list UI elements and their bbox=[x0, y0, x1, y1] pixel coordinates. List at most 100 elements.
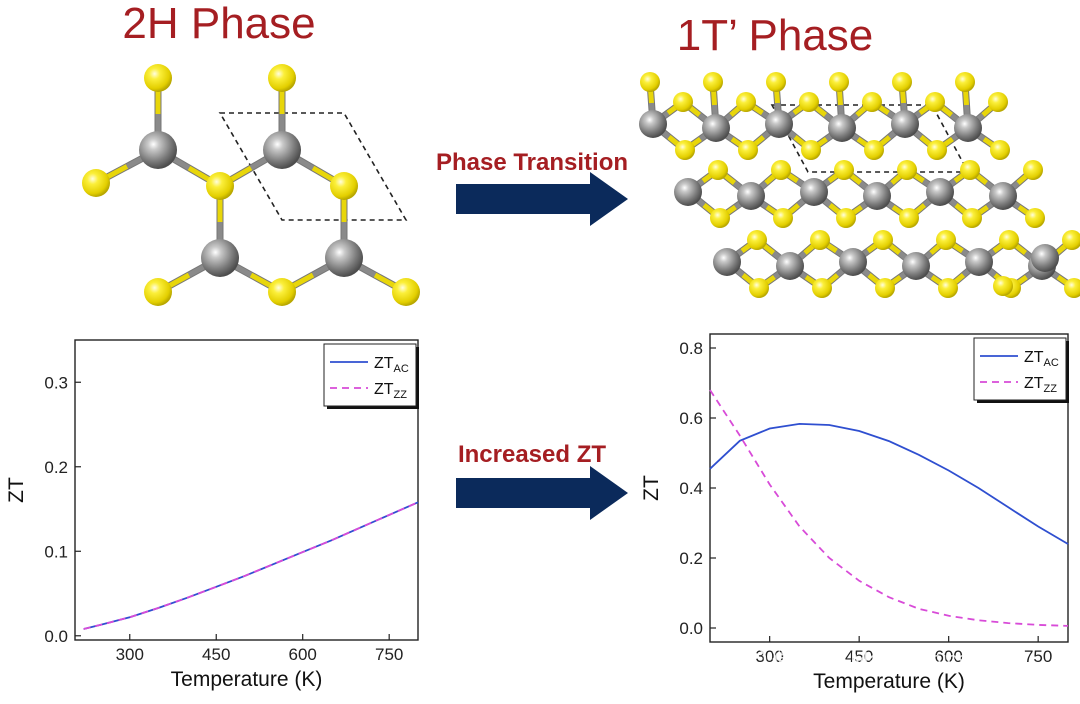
metal-atom bbox=[325, 239, 363, 277]
chalcogen-atom bbox=[1025, 208, 1045, 228]
chart-2h-zt: 0.0 0.1 0.2 0.3 300 450 600 750 Temperature (K) Z… bbox=[5, 339, 419, 691]
chalcogen-atom bbox=[82, 169, 110, 197]
metal-atom bbox=[954, 114, 982, 142]
watermark-text: 微信号: Materiomics bbox=[772, 647, 969, 672]
y-tick-label: 0.6 bbox=[679, 409, 703, 428]
unit-cell bbox=[218, 112, 408, 221]
x-tick-label: 750 bbox=[375, 645, 403, 664]
metal-atom bbox=[800, 178, 828, 206]
chalcogen-atom bbox=[640, 72, 660, 92]
y-tick-label: 0.1 bbox=[44, 542, 68, 561]
chalcogen-atom bbox=[892, 72, 912, 92]
series-line-zz bbox=[83, 501, 419, 630]
chalcogen-atom bbox=[988, 92, 1008, 112]
x-tick-label: 450 bbox=[845, 647, 873, 666]
chalcogen-atom bbox=[268, 278, 296, 306]
phase-transition-arrow bbox=[456, 172, 628, 226]
chalcogen-atom bbox=[144, 64, 172, 92]
y-axis-title: ZT bbox=[640, 475, 663, 501]
metal-atom bbox=[902, 252, 930, 280]
metal-atom bbox=[776, 252, 804, 280]
chalcogen-atom bbox=[799, 92, 819, 112]
chalcogen-atom bbox=[1064, 278, 1080, 298]
chalcogen-atom bbox=[936, 230, 956, 250]
y-axis-title: ZT bbox=[5, 477, 28, 503]
chalcogen-atom bbox=[864, 140, 884, 160]
metal-atom bbox=[201, 239, 239, 277]
y-tick-label: 0.3 bbox=[44, 373, 68, 392]
x-axis-title: Temperature (K) bbox=[171, 668, 323, 691]
chalcogen-atom bbox=[834, 160, 854, 180]
x-tick-label: 750 bbox=[1024, 647, 1052, 666]
chalcogen-atom bbox=[673, 92, 693, 112]
x-axis-title: Temperature (K) bbox=[813, 670, 965, 693]
chalcogen-atom bbox=[899, 208, 919, 228]
chalcogen-atom bbox=[927, 140, 947, 160]
chalcogen-atom bbox=[708, 160, 728, 180]
x-tick-label: 600 bbox=[289, 645, 317, 664]
metal-atom bbox=[263, 131, 301, 169]
chalcogen-atom bbox=[144, 278, 172, 306]
chalcogen-atom bbox=[960, 160, 980, 180]
metal-atom bbox=[765, 110, 793, 138]
metal-atom bbox=[965, 248, 993, 276]
chalcogen-atom bbox=[990, 140, 1010, 160]
metal-atom bbox=[989, 182, 1017, 210]
chalcogen-atom bbox=[268, 64, 296, 92]
x-tick-label: 300 bbox=[116, 645, 144, 664]
metal-atom bbox=[839, 248, 867, 276]
y-tick-label: 0.2 bbox=[44, 458, 68, 477]
chalcogen-atom bbox=[710, 208, 730, 228]
y-tick-label: 0.2 bbox=[679, 549, 703, 568]
metal-atom bbox=[702, 114, 730, 142]
title-1t-phase: 1T’ Phase bbox=[677, 11, 873, 60]
chalcogen-atom bbox=[747, 230, 767, 250]
metal-atom bbox=[1031, 244, 1059, 272]
series-line-ac bbox=[709, 422, 1069, 545]
metal-atom bbox=[713, 248, 741, 276]
chalcogen-atom bbox=[801, 140, 821, 160]
title-2h-phase: 2H Phase bbox=[122, 0, 315, 48]
chalcogen-atom bbox=[703, 72, 723, 92]
structure-1t-prime bbox=[639, 72, 1080, 298]
chalcogen-atom bbox=[773, 208, 793, 228]
series-line-ac bbox=[83, 501, 419, 630]
chalcogen-atom bbox=[392, 278, 420, 306]
chalcogen-atom bbox=[938, 278, 958, 298]
plot-frame bbox=[74, 339, 419, 641]
increased-zt-label: Increased ZT bbox=[458, 441, 606, 468]
chalcogen-atom bbox=[829, 72, 849, 92]
y-tick-label: 0.0 bbox=[44, 627, 68, 646]
metal-atom bbox=[828, 114, 856, 142]
metal-atom bbox=[139, 131, 177, 169]
y-tick-label: 0.4 bbox=[679, 479, 703, 498]
chalcogen-atom bbox=[955, 72, 975, 92]
chalcogen-atom bbox=[1023, 160, 1043, 180]
series-line-zz bbox=[709, 389, 1069, 627]
chalcogen-atom bbox=[206, 172, 234, 200]
metal-atom bbox=[674, 178, 702, 206]
wechat-icon bbox=[737, 644, 767, 674]
metal-atom bbox=[926, 178, 954, 206]
chalcogen-atom bbox=[897, 160, 917, 180]
structure-2h bbox=[82, 64, 420, 306]
metal-atom bbox=[863, 182, 891, 210]
chalcogen-atom bbox=[766, 72, 786, 92]
increased-zt-arrow bbox=[456, 466, 628, 520]
chalcogen-atom bbox=[962, 208, 982, 228]
chalcogen-atom bbox=[812, 278, 832, 298]
y-tick-label: 0.8 bbox=[679, 339, 703, 358]
x-tick-label: 600 bbox=[934, 647, 962, 666]
chalcogen-atom bbox=[836, 208, 856, 228]
chalcogen-atom bbox=[999, 230, 1019, 250]
chalcogen-atom bbox=[875, 278, 895, 298]
chalcogen-atom bbox=[993, 276, 1013, 296]
chalcogen-atom bbox=[675, 140, 695, 160]
chalcogen-atom bbox=[862, 92, 882, 112]
chalcogen-atom bbox=[738, 140, 758, 160]
metal-atom bbox=[639, 110, 667, 138]
chalcogen-atom bbox=[873, 230, 893, 250]
chalcogen-atom bbox=[810, 230, 830, 250]
